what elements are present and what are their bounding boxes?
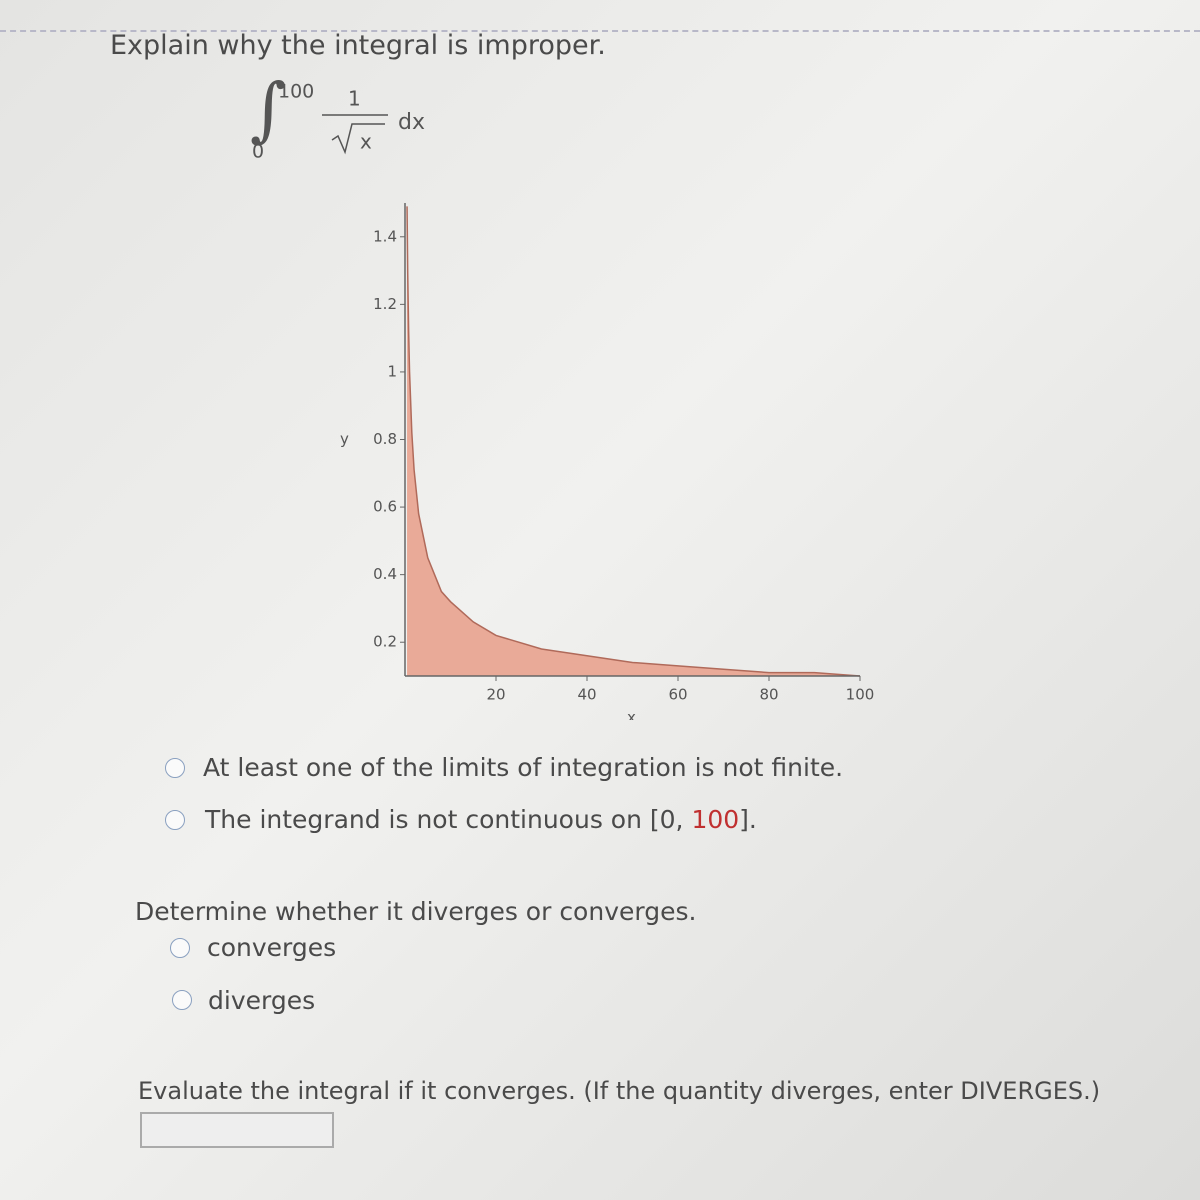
- y-tick-label: 0.4: [373, 565, 397, 583]
- lower-limit: 0: [252, 141, 264, 163]
- radio[interactable]: [165, 758, 185, 778]
- x-tick-label: 80: [759, 686, 778, 704]
- option[interactable]: The integrand is not continuous on [0, 1…: [205, 805, 757, 834]
- y-tick-label: 0.8: [373, 430, 397, 448]
- x-tick-label: 100: [846, 686, 875, 704]
- radical: [331, 123, 385, 155]
- radio[interactable]: [172, 990, 192, 1010]
- differential: dx: [398, 110, 425, 135]
- plot: 0.2 0.4 0.6 0.8 1 1.2 1.4 20 40 60 80 100 y x: [340, 203, 874, 720]
- option-text: The integrand is not continuous on [0,: [205, 805, 692, 834]
- integral-sign: ∫: [250, 68, 286, 150]
- option[interactable]: At least one of the limits of integratio…: [203, 753, 844, 782]
- y-axis-label: y: [340, 430, 349, 448]
- radio[interactable]: [170, 938, 190, 958]
- y-tick-label: 0.6: [373, 498, 397, 516]
- y-tick-label: 1: [387, 362, 397, 380]
- divider: [0, 30, 1200, 32]
- option[interactable]: converges: [207, 933, 337, 962]
- y-tick-label: 0.2: [373, 633, 397, 651]
- answer-input[interactable]: [140, 1112, 334, 1148]
- area: [407, 206, 860, 676]
- denominator: x: [360, 130, 372, 154]
- radio[interactable]: [165, 810, 185, 830]
- option-text: ].: [739, 805, 757, 834]
- x-tick-label: 40: [577, 686, 596, 704]
- y-tick-label: 1.2: [373, 295, 397, 313]
- x-axis-label: x: [627, 709, 636, 721]
- y-tick-label: 1.4: [373, 227, 397, 245]
- numerator: 1: [348, 87, 361, 111]
- prompt: Explain why the integral is improper.: [110, 30, 606, 61]
- prompt: Evaluate the integral if it converges. (…: [138, 1077, 1101, 1105]
- option-value: 100: [691, 805, 740, 834]
- figure: ∫ 100 0 1 x dx 0.2 0.4 0.6 0.8 1 1.2 1.4 20 40 60…: [250, 68, 874, 720]
- x-tick-label: 60: [668, 686, 687, 704]
- upper-limit: 100: [278, 81, 314, 103]
- prompt: Determine whether it diverges or converg…: [135, 897, 697, 926]
- x-tick-label: 20: [486, 686, 505, 704]
- option[interactable]: diverges: [208, 986, 316, 1015]
- curve: [406, 206, 861, 677]
